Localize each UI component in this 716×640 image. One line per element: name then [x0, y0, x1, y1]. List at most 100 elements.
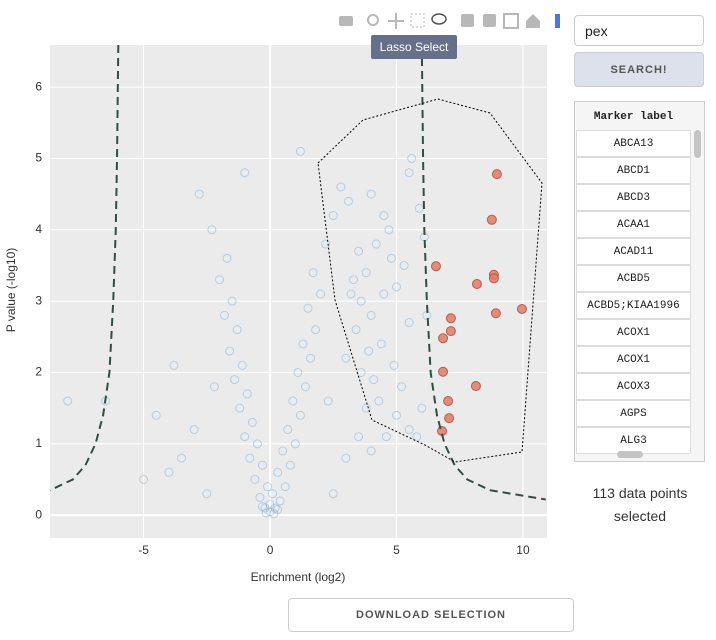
data-point	[443, 396, 454, 407]
zoom-out-icon[interactable]	[483, 14, 496, 27]
data-point	[230, 375, 240, 385]
data-point	[250, 474, 260, 484]
data-point	[242, 389, 252, 399]
plot-area	[50, 45, 547, 538]
data-point	[404, 425, 414, 435]
box-select-icon[interactable]	[410, 13, 425, 28]
data-point	[240, 168, 250, 178]
x-axis-label: Enrichment (log2)	[251, 570, 346, 584]
data-point	[392, 410, 402, 420]
x-tick-label: 0	[267, 543, 274, 557]
threshold-line	[420, 44, 546, 501]
threshold-line	[49, 44, 120, 492]
data-point	[399, 260, 409, 270]
data-point	[235, 403, 245, 413]
data-point	[379, 289, 389, 299]
table-cell[interactable]: ACOX3	[576, 373, 691, 400]
data-point	[438, 333, 449, 344]
data-point	[389, 360, 399, 370]
autoscale-icon[interactable]	[503, 13, 519, 29]
scrollbar[interactable]	[617, 451, 643, 458]
search-input[interactable]: pex	[574, 15, 704, 46]
data-point	[371, 239, 381, 249]
data-point	[471, 279, 482, 290]
zoom-in-icon[interactable]	[461, 14, 474, 27]
data-point	[207, 225, 217, 235]
data-point	[273, 467, 283, 477]
data-point	[376, 339, 386, 349]
table-cell[interactable]: ABCD3	[576, 184, 691, 211]
data-point	[194, 189, 204, 199]
pan-icon[interactable]	[388, 13, 404, 29]
table-header: Marker label	[593, 110, 674, 123]
data-point	[361, 403, 371, 413]
data-point	[252, 439, 262, 449]
table-cell[interactable]: AGPS	[576, 400, 691, 427]
table: Marker label ABCA13 ABCD1 ABCD3 ACAA1 ACAD11…	[574, 101, 705, 462]
data-point	[288, 396, 298, 406]
table-cell[interactable]: ACOX1	[576, 346, 691, 373]
table-cell[interactable]: ACBD5;KIAA1996	[576, 292, 691, 319]
lasso-icon[interactable]	[431, 13, 447, 25]
x-tick-label: -5	[138, 543, 149, 557]
data-point	[202, 489, 212, 499]
y-tick-label: 0	[35, 507, 42, 521]
data-point	[404, 318, 414, 328]
data-point	[351, 325, 361, 335]
table-cell[interactable]: ABCD1	[576, 157, 691, 184]
data-point	[346, 289, 356, 299]
data-point	[407, 153, 417, 163]
data-point	[278, 446, 288, 456]
lasso-outline	[317, 98, 543, 463]
data-point	[269, 509, 279, 519]
data-point	[328, 489, 338, 499]
data-point	[300, 382, 310, 392]
data-point	[177, 453, 187, 463]
data-point	[275, 496, 285, 506]
data-point	[273, 504, 283, 514]
data-point	[63, 396, 73, 406]
camera-icon[interactable]	[339, 16, 353, 26]
data-point	[445, 313, 456, 324]
table-cell[interactable]: ALG3	[576, 427, 691, 454]
data-point	[417, 403, 427, 413]
table-cell[interactable]: ACAD11	[576, 238, 691, 265]
data-point	[308, 268, 318, 278]
data-point	[470, 381, 481, 392]
data-point	[151, 410, 161, 420]
data-point	[384, 225, 394, 235]
scrollbar[interactable]	[694, 130, 701, 158]
chart: Enrichment (log2) P value (-log10) -5 0 5 1…	[4, 13, 560, 584]
x-tick-label: 10	[516, 543, 530, 557]
data-point	[321, 239, 331, 249]
plotly-logo[interactable]	[555, 14, 560, 28]
zoom-icon[interactable]	[367, 14, 379, 26]
table-cell[interactable]: ACAA1	[576, 211, 691, 238]
data-point	[285, 460, 295, 470]
reset-icon[interactable]	[526, 14, 540, 28]
table-cell[interactable]: ACBD5	[576, 265, 691, 292]
data-point	[381, 432, 391, 442]
data-point	[280, 482, 290, 492]
data-point	[366, 446, 376, 456]
toolbar	[339, 13, 560, 29]
table-cell[interactable]: ABCA13	[576, 130, 691, 157]
data-point	[295, 146, 305, 156]
search-button[interactable]: SEARCH!	[574, 52, 704, 87]
data-point	[336, 182, 346, 192]
data-point	[343, 196, 353, 206]
data-point	[430, 261, 441, 272]
data-point	[263, 482, 273, 492]
y-tick-label: 5	[35, 151, 42, 165]
marks	[49, 44, 546, 519]
data-point	[412, 432, 422, 442]
download-button[interactable]: DOWNLOAD SELECTION	[288, 598, 574, 632]
data-point	[316, 289, 326, 299]
table-cell[interactable]: ACOX1	[576, 319, 691, 346]
data-point	[209, 382, 219, 392]
data-point	[386, 253, 396, 263]
data-point	[354, 432, 364, 442]
data-point	[260, 503, 270, 513]
data-point	[369, 375, 379, 385]
